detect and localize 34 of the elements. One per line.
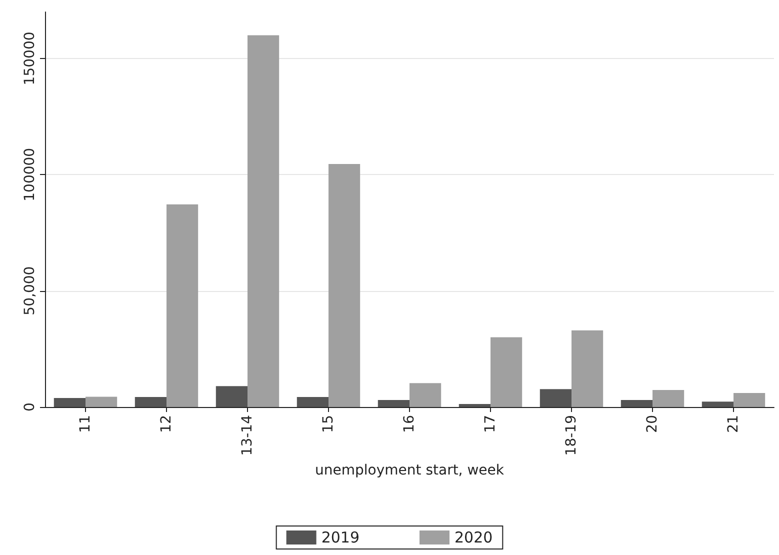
x-tick-label: 11 — [78, 415, 94, 433]
x-axis-title: unemployment start, week — [315, 462, 505, 479]
x-tick-label: 15 — [320, 415, 336, 433]
bar — [134, 397, 166, 407]
bar — [378, 400, 410, 407]
bar — [410, 383, 442, 407]
bar — [216, 386, 248, 407]
bar — [540, 389, 572, 407]
x-tick-label: 12 — [158, 415, 174, 433]
bar — [166, 204, 198, 407]
bar — [296, 397, 328, 407]
bar — [458, 404, 490, 407]
x-tick-label: 17 — [482, 415, 498, 433]
y-tick-label: 150000 — [22, 32, 38, 86]
bar — [54, 398, 86, 407]
x-tick-label: 16 — [402, 414, 418, 433]
x-tick-label: 20 — [644, 415, 660, 433]
bar — [248, 35, 280, 407]
bar — [490, 337, 522, 407]
bar — [652, 390, 684, 407]
bar — [702, 402, 734, 407]
x-tick-label: 18-19 — [564, 415, 580, 456]
y-tick-label: 50,000 — [22, 266, 38, 316]
bar — [328, 164, 360, 407]
bar — [734, 393, 766, 407]
legend-label: 2020 — [454, 528, 493, 546]
bar — [572, 330, 604, 407]
y-tick-label: 100000 — [22, 148, 38, 202]
y-tick-label: 0 — [22, 402, 38, 412]
x-tick-label: 13-14 — [240, 414, 256, 456]
bar — [620, 400, 652, 407]
bar — [86, 396, 118, 407]
legend-label: 2019 — [321, 528, 360, 546]
x-tick-label: 21 — [726, 415, 742, 433]
